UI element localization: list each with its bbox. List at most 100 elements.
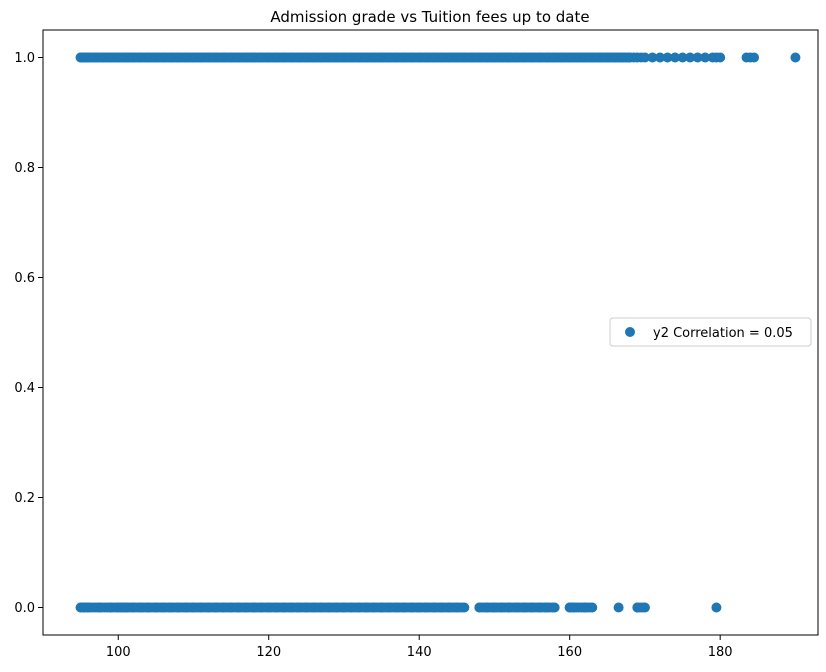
data-point: [711, 602, 722, 613]
data-point: [293, 52, 304, 63]
data-point: [256, 52, 267, 63]
data-point: [662, 52, 673, 63]
y-tick-label: 1.0: [14, 51, 35, 66]
data-point: [143, 52, 154, 63]
data-point: [384, 52, 395, 63]
x-tick-label: 140: [407, 645, 432, 660]
data-point: [474, 52, 485, 63]
legend: y2 Correlation = 0.05: [609, 317, 812, 347]
data-point: [165, 52, 176, 63]
data-point: [150, 52, 161, 63]
legend-label: y2 Correlation = 0.05: [653, 326, 793, 341]
data-point: [105, 52, 116, 63]
plot-frame: [42, 29, 819, 636]
data-point: [128, 52, 139, 63]
data-point: [90, 52, 101, 63]
data-point: [519, 52, 530, 63]
data-point: [271, 52, 282, 63]
data-point: [715, 52, 726, 63]
data-point: [654, 52, 665, 63]
data-point: [203, 52, 214, 63]
legend-marker: [625, 327, 635, 337]
data-point: [700, 52, 711, 63]
data-point: [316, 52, 327, 63]
data-point: [278, 52, 289, 63]
data-point: [639, 52, 650, 63]
data-point: [572, 52, 583, 63]
data-point: [226, 52, 237, 63]
y-tick-label: 0.4: [14, 381, 35, 396]
data-point: [286, 52, 297, 63]
data-point: [613, 602, 624, 613]
data-point: [542, 52, 553, 63]
data-point: [406, 52, 417, 63]
data-point: [647, 52, 658, 63]
data-point: [670, 52, 681, 63]
x-tick-label: 180: [708, 645, 733, 660]
data-point: [421, 52, 432, 63]
data-point: [196, 52, 207, 63]
data-point: [459, 52, 470, 63]
x-tick-label: 160: [557, 645, 582, 660]
y-tick-label: 0.0: [14, 601, 35, 616]
data-point: [527, 52, 538, 63]
data-point: [241, 52, 252, 63]
data-point: [489, 52, 500, 63]
data-point: [376, 52, 387, 63]
data-point: [98, 52, 109, 63]
data-point: [414, 52, 425, 63]
x-tick-label: 100: [106, 645, 131, 660]
data-point: [211, 52, 222, 63]
data-point: [457, 602, 468, 613]
data-point: [637, 602, 648, 613]
data-point: [180, 52, 191, 63]
chart-title: Admission grade vs Tuition fees up to da…: [270, 8, 589, 26]
data-point: [346, 52, 357, 63]
data-point: [677, 52, 688, 63]
data-point: [564, 52, 575, 63]
data-point: [451, 52, 462, 63]
data-point: [617, 52, 628, 63]
data-point: [481, 52, 492, 63]
data-point: [547, 602, 558, 613]
data-point: [549, 52, 560, 63]
data-point: [361, 52, 372, 63]
data-point: [496, 52, 507, 63]
data-point: [113, 52, 124, 63]
data-point: [512, 52, 523, 63]
data-points: [75, 52, 801, 613]
x-axis: 100 120 140 160 180: [106, 635, 733, 660]
data-point: [436, 52, 447, 63]
data-point: [602, 52, 613, 63]
data-point: [173, 52, 184, 63]
data-point: [120, 52, 131, 63]
data-point: [444, 52, 455, 63]
data-point: [685, 52, 696, 63]
data-point: [323, 52, 334, 63]
data-point: [391, 52, 402, 63]
data-point: [331, 52, 342, 63]
data-point: [594, 52, 605, 63]
data-point: [354, 52, 365, 63]
data-point: [158, 52, 169, 63]
data-point: [790, 52, 801, 63]
data-point: [233, 52, 244, 63]
y-tick-label: 0.6: [14, 271, 35, 286]
data-point: [399, 52, 410, 63]
data-point: [338, 52, 349, 63]
data-point: [609, 52, 620, 63]
y-axis: 0.0 0.2 0.4 0.6 0.8 1.0: [14, 51, 43, 616]
data-point: [429, 52, 440, 63]
data-point: [587, 52, 598, 63]
data-point: [557, 52, 568, 63]
data-point: [692, 52, 703, 63]
data-point: [263, 52, 274, 63]
x-tick-label: 120: [256, 645, 281, 660]
data-point: [579, 52, 590, 63]
data-point: [369, 52, 380, 63]
data-point: [188, 52, 199, 63]
y-tick-label: 0.8: [14, 161, 35, 176]
data-point: [749, 52, 760, 63]
data-point: [308, 52, 319, 63]
